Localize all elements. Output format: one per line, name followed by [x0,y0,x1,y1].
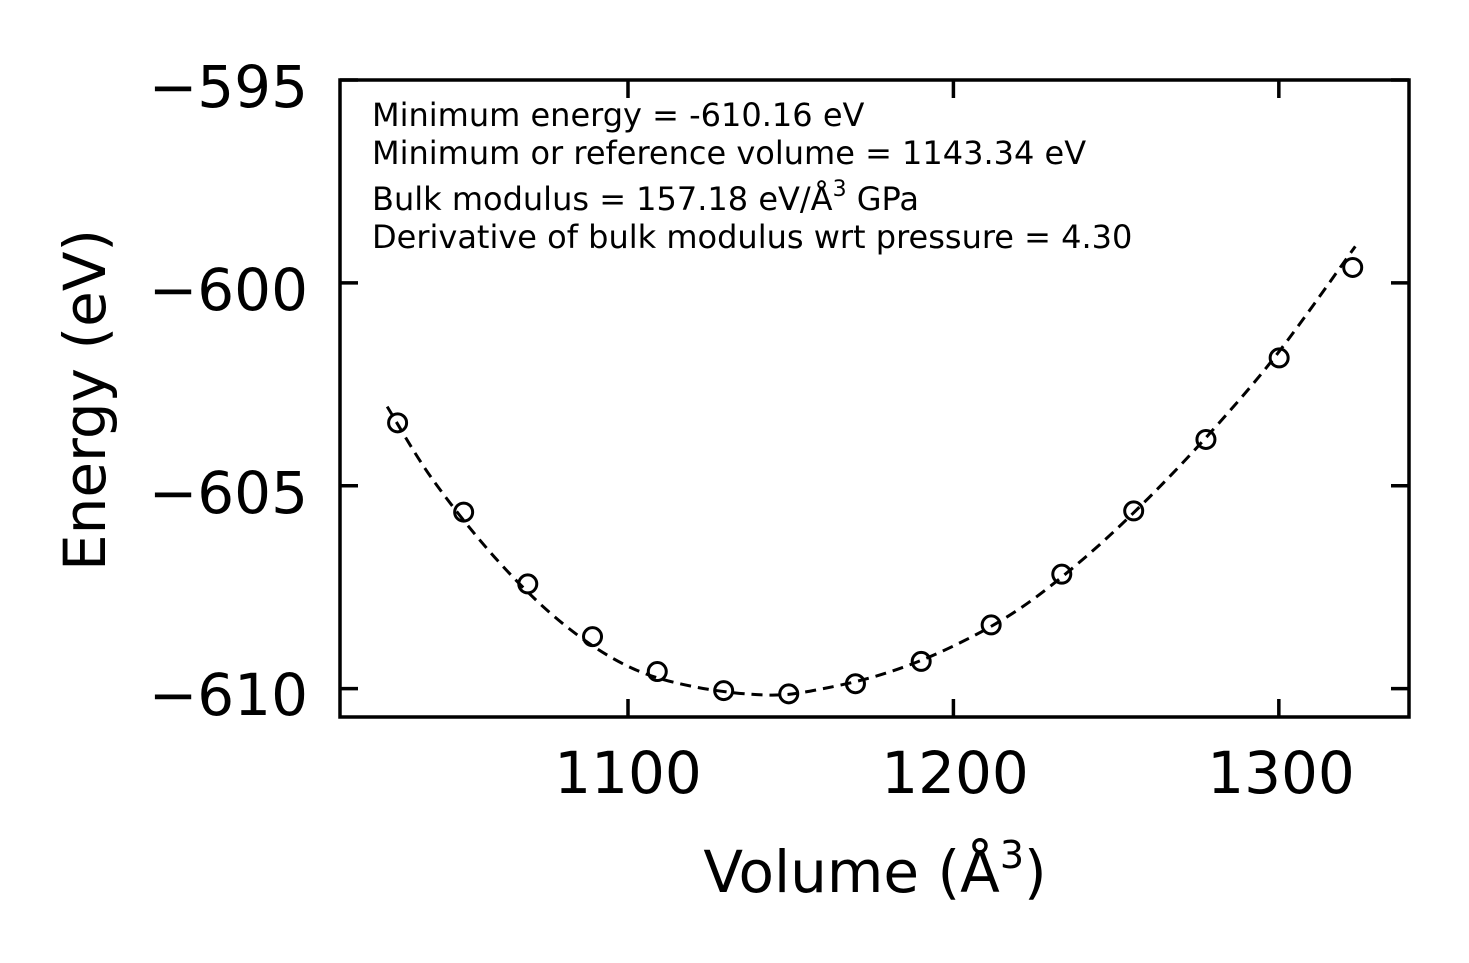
y-tick-label: −600 [149,256,308,324]
data-point [517,573,539,595]
data-point [453,501,475,523]
y-tick-labels: −595 −600 −605 −610 [149,53,308,729]
data-point [1342,256,1364,278]
data-point [1195,428,1217,450]
x-tick-label: 1100 [554,739,702,807]
y-axis-label: Energy (eV) [51,229,119,571]
data-point [910,650,932,672]
annotation-bulk-derivative: Derivative of bulk modulus wrt pressure … [372,218,1132,256]
annotation-min-volume: Minimum or reference volume = 1143.34 eV [372,134,1086,172]
data-point [713,680,735,702]
data-series [385,245,1364,705]
data-point [1268,347,1290,369]
y-tick-label: −605 [149,459,308,527]
x-axis-label: Volume (Å3) [703,833,1046,906]
annotation-box: Minimum energy = -610.16 eV Minimum or r… [372,96,1132,256]
x-axis-label-sup: 3 [1000,833,1024,877]
y-tick-label: −610 [149,661,308,729]
x-axis-label-tail: ) [1024,838,1047,906]
data-point [582,626,604,648]
data-point [646,661,668,683]
data-point [1051,563,1073,585]
y-tick-label: −595 [149,53,308,121]
annotation-bulk-modulus: Bulk modulus = 157.18 eV/Å3 GPa [372,177,919,218]
annotation-min-energy: Minimum energy = -610.16 eV [372,96,865,134]
tick-marks [340,78,1409,717]
data-point [1123,500,1145,522]
data-point [387,412,409,434]
data-point [778,683,800,705]
x-axis-label-main: Volume (Å [703,837,1000,906]
annotation-bulk-tail: GPa [847,180,919,218]
annotation-bulk-main: Bulk modulus = 157.18 eV/Å [372,180,833,218]
plot-frame [338,78,1411,719]
data-point [980,614,1002,636]
x-tick-label: 1200 [881,739,1029,807]
annotation-bulk-sup: 3 [833,177,847,202]
fit-curve [385,245,1357,697]
x-tick-labels: 1100 1200 1300 [554,739,1355,807]
x-tick-label: 1300 [1207,739,1355,807]
data-point [844,673,866,695]
